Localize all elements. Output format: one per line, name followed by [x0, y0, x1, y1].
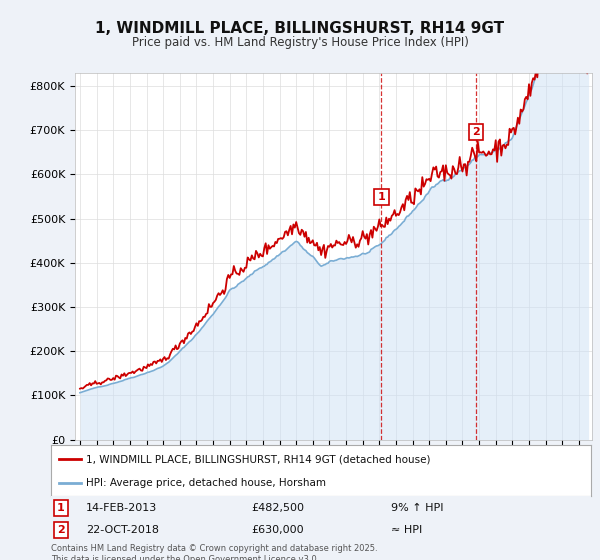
Text: Price paid vs. HM Land Registry's House Price Index (HPI): Price paid vs. HM Land Registry's House …: [131, 36, 469, 49]
Text: 1, WINDMILL PLACE, BILLINGSHURST, RH14 9GT: 1, WINDMILL PLACE, BILLINGSHURST, RH14 9…: [95, 21, 505, 36]
Text: 9% ↑ HPI: 9% ↑ HPI: [391, 503, 444, 513]
Text: Contains HM Land Registry data © Crown copyright and database right 2025.
This d: Contains HM Land Registry data © Crown c…: [51, 544, 377, 560]
Text: 2: 2: [57, 525, 65, 535]
Text: £630,000: £630,000: [251, 525, 304, 535]
Text: 1: 1: [57, 503, 65, 513]
Text: 1, WINDMILL PLACE, BILLINGSHURST, RH14 9GT (detached house): 1, WINDMILL PLACE, BILLINGSHURST, RH14 9…: [86, 454, 431, 464]
Text: 2: 2: [472, 127, 480, 137]
Text: ≈ HPI: ≈ HPI: [391, 525, 422, 535]
Text: 22-OCT-2018: 22-OCT-2018: [86, 525, 159, 535]
Text: HPI: Average price, detached house, Horsham: HPI: Average price, detached house, Hors…: [86, 478, 326, 488]
Text: 14-FEB-2013: 14-FEB-2013: [86, 503, 157, 513]
Text: £482,500: £482,500: [251, 503, 304, 513]
Text: 1: 1: [377, 192, 385, 202]
